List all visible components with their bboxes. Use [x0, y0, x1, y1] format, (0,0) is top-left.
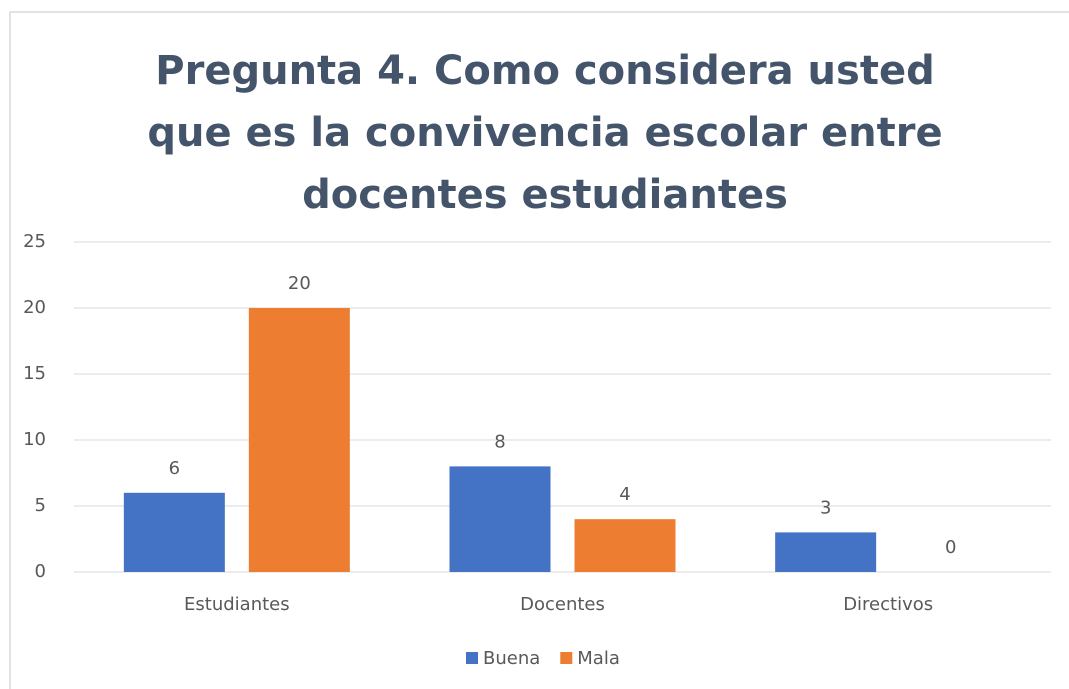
chart-title: Pregunta 4. Como considera usted que es …: [147, 48, 943, 218]
data-label: 20: [288, 273, 311, 294]
y-tick-label: 15: [23, 363, 46, 384]
x-tick-label: Estudiantes: [184, 594, 290, 615]
bar: [775, 532, 877, 572]
legend-label: Mala: [577, 648, 620, 669]
y-tick-label: 0: [35, 561, 46, 582]
y-tick-label: 20: [23, 297, 46, 318]
data-label: 6: [169, 458, 180, 479]
bar: [574, 519, 676, 572]
y-tick-label: 25: [23, 231, 46, 252]
y-tick-label: 5: [35, 495, 46, 516]
bar: [123, 492, 225, 572]
x-tick-label: Docentes: [520, 594, 605, 615]
chart-frame: [9, 11, 1069, 689]
legend-swatch: [466, 652, 478, 664]
legend-swatch: [560, 652, 573, 664]
y-tick-label: 10: [23, 429, 46, 450]
data-label: 8: [494, 431, 505, 452]
bar: [449, 466, 551, 572]
legend-label: Buena: [483, 648, 540, 669]
x-tick-label: Directivos: [843, 594, 933, 615]
data-label: 0: [945, 537, 956, 558]
data-label: 3: [820, 497, 831, 518]
bar: [248, 308, 350, 572]
data-label: 4: [619, 484, 630, 505]
